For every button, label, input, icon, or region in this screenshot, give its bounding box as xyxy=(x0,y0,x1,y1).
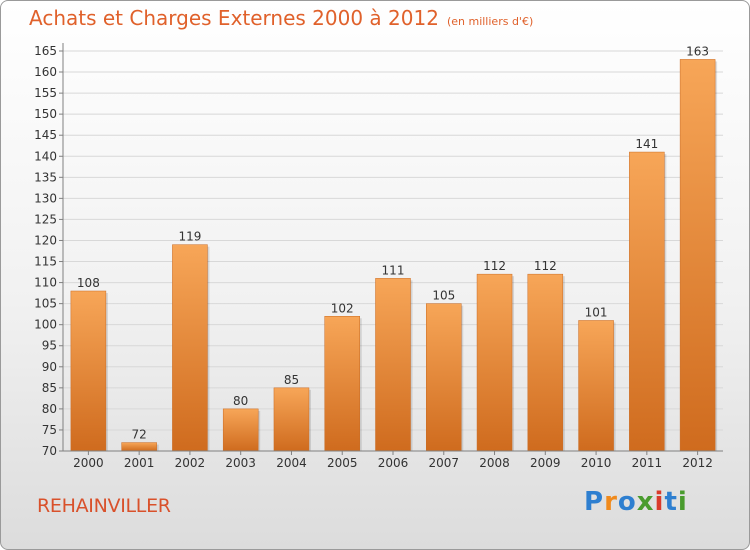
x-tick-label: 2009 xyxy=(530,456,561,470)
bar-value-label: 141 xyxy=(635,137,658,151)
y-tick-label: 85 xyxy=(42,381,57,395)
bar-2006 xyxy=(375,278,411,452)
x-tick-label: 2001 xyxy=(124,456,155,470)
bar-2001 xyxy=(121,442,157,452)
y-tick-label: 145 xyxy=(34,128,57,142)
logo-letter: i xyxy=(654,487,665,517)
bar-2000 xyxy=(70,290,107,452)
y-tick-label: 95 xyxy=(42,339,57,353)
bar-2007 xyxy=(426,303,462,452)
proxiti-logo: Proxiti xyxy=(584,487,688,517)
bar-2012 xyxy=(679,59,716,452)
bar-value-label: 112 xyxy=(483,259,506,273)
bar-2005 xyxy=(324,316,360,452)
y-tick-label: 105 xyxy=(34,297,57,311)
chart-title-main: Achats et Charges Externes 2000 à 2012 xyxy=(29,6,439,30)
bar-value-label: 105 xyxy=(432,289,455,303)
commune-name: REHAINVILLER xyxy=(37,495,171,517)
y-tick-label: 135 xyxy=(34,170,57,184)
logo-letter: i xyxy=(677,487,688,517)
x-tick-label: 2011 xyxy=(632,456,663,470)
chart-title: Achats et Charges Externes 2000 à 2012 (e… xyxy=(29,6,533,30)
bar-value-label: 163 xyxy=(686,44,709,58)
y-tick-label: 115 xyxy=(34,255,57,269)
y-tick-label: 160 xyxy=(34,65,57,79)
bar-2002 xyxy=(172,244,208,452)
bar-value-label: 80 xyxy=(233,394,248,408)
x-tick-label: 2004 xyxy=(276,456,307,470)
x-tick-label: 2006 xyxy=(378,456,409,470)
y-tick-label: 100 xyxy=(34,318,57,332)
y-tick-label: 90 xyxy=(42,360,57,374)
chart-subtitle: (en milliers d'€) xyxy=(446,15,534,28)
x-tick-label: 2005 xyxy=(327,456,358,470)
bar-2004 xyxy=(273,387,310,452)
y-tick-label: 125 xyxy=(34,212,57,226)
bar-value-label: 111 xyxy=(382,263,405,277)
y-tick-label: 110 xyxy=(34,276,57,290)
x-tick-label: 2002 xyxy=(175,456,206,470)
x-tick-label: 2003 xyxy=(225,456,256,470)
logo-letter: r xyxy=(604,487,618,517)
bar-value-label: 85 xyxy=(284,373,299,387)
bars: 108 72 119 80 85 102 111 105 112 112 101 141 163 xyxy=(70,44,718,452)
y-tick-label: 70 xyxy=(42,444,57,458)
bar-2008 xyxy=(476,273,513,452)
y-tick-label: 140 xyxy=(34,149,57,163)
bar-2009 xyxy=(527,273,564,452)
x-tick-label: 2008 xyxy=(479,456,510,470)
bar-value-label: 108 xyxy=(77,276,100,290)
axes: 70 75 80 85 90 95 100 105 110 115 120 125 130 135 140 1… xyxy=(34,43,723,470)
x-tick-label: 2000 xyxy=(73,456,104,470)
bar-2011 xyxy=(629,151,665,452)
x-tick-label: 2010 xyxy=(581,456,612,470)
logo-letter: t xyxy=(664,487,678,517)
x-tick-label: 2012 xyxy=(682,456,713,470)
bar-2010 xyxy=(578,320,614,452)
bar-value-label: 72 xyxy=(132,428,147,442)
x-tick-label: 2007 xyxy=(428,456,459,470)
y-tick-label: 150 xyxy=(34,107,57,121)
y-tick-label: 165 xyxy=(34,44,57,58)
y-tick-label: 80 xyxy=(42,402,57,416)
logo-letter: o xyxy=(617,487,637,517)
bar-value-label: 102 xyxy=(331,301,354,315)
logo-letter: P xyxy=(584,487,605,517)
y-tick-label: 120 xyxy=(34,233,57,247)
bar-value-label: 119 xyxy=(178,230,201,244)
logo-letter: x xyxy=(636,487,655,517)
bar-2003 xyxy=(222,408,259,452)
y-tick-label: 130 xyxy=(34,191,57,205)
bar-value-label: 112 xyxy=(534,259,557,273)
y-tick-label: 75 xyxy=(42,423,57,437)
bar-value-label: 101 xyxy=(585,305,608,319)
y-tick-label: 155 xyxy=(34,86,57,100)
